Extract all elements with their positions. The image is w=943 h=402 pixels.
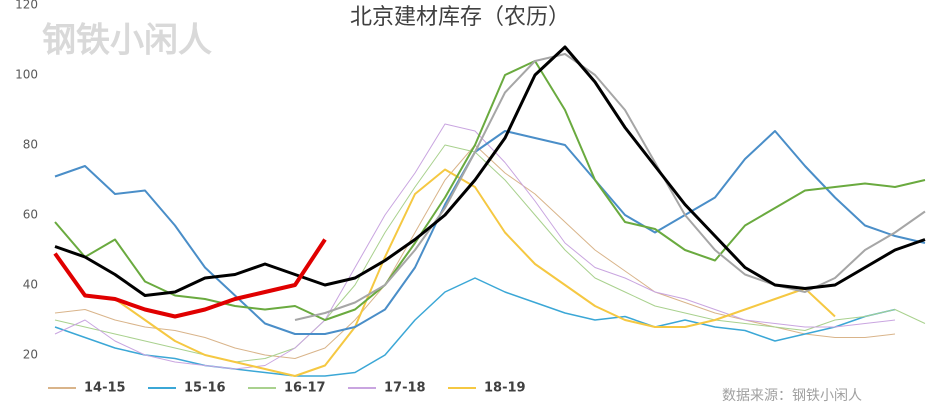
series-line xyxy=(54,123,896,370)
legend-label: 14-15 xyxy=(84,381,126,396)
series-line xyxy=(114,168,836,377)
series-line xyxy=(54,130,926,335)
series-line xyxy=(53,238,327,319)
y-tick-label: 120 xyxy=(15,0,38,12)
chart-title: 北京建材库存（农历） xyxy=(350,5,570,30)
y-tick-label: 60 xyxy=(23,208,38,222)
legend-label: 17-18 xyxy=(384,381,426,396)
legend-label: 15-16 xyxy=(184,381,226,396)
watermark: 钢铁小闲人 xyxy=(42,21,212,61)
series-line xyxy=(54,144,926,363)
series-line xyxy=(54,60,926,321)
series-line xyxy=(54,45,926,297)
series-line xyxy=(294,53,926,321)
y-tick-label: 20 xyxy=(23,348,38,362)
legend-label: 18-19 xyxy=(484,381,526,396)
y-tick-label: 80 xyxy=(23,138,38,152)
source: 数据来源：钢铁小闲人 xyxy=(722,388,862,402)
y-tick-label: 100 xyxy=(15,68,38,82)
series-line xyxy=(54,277,896,377)
y-tick-label: 40 xyxy=(23,278,38,292)
legend-label: 16-17 xyxy=(284,381,326,396)
